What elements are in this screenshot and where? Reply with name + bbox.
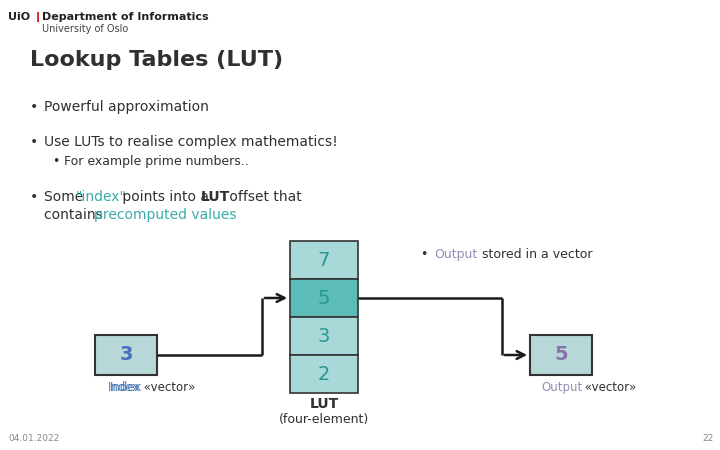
Text: points into a: points into a: [118, 190, 213, 204]
Text: LUT: LUT: [201, 190, 230, 204]
Text: contains: contains: [44, 208, 107, 222]
Bar: [290, 317, 358, 355]
Text: Powerful approximation: Powerful approximation: [44, 100, 209, 114]
Text: 3: 3: [120, 346, 132, 365]
Text: 22: 22: [703, 434, 714, 443]
Text: Department of Informatics: Department of Informatics: [42, 12, 209, 22]
Text: 7: 7: [318, 251, 330, 270]
Text: University of Oslo: University of Oslo: [42, 24, 128, 34]
Text: For example prime numbers..: For example prime numbers..: [64, 155, 248, 168]
Text: 04.01.2022: 04.01.2022: [8, 434, 59, 443]
Text: Lookup Tables (LUT): Lookup Tables (LUT): [30, 50, 283, 70]
Text: 3: 3: [318, 327, 330, 346]
Text: •: •: [30, 100, 38, 114]
Bar: [530, 335, 592, 375]
Bar: [290, 279, 358, 317]
Text: stored in a vector: stored in a vector: [478, 248, 593, 261]
Text: •: •: [52, 155, 59, 168]
Text: Use LUTs to realise complex mathematics!: Use LUTs to realise complex mathematics!: [44, 135, 338, 149]
Bar: [290, 355, 358, 393]
Text: «vector»: «vector»: [140, 381, 195, 394]
Text: Index: Index: [108, 381, 140, 394]
Text: 2: 2: [318, 364, 330, 383]
Text: Some: Some: [44, 190, 88, 204]
Bar: [95, 335, 157, 375]
Text: Output: Output: [541, 381, 582, 394]
Text: Output: Output: [434, 248, 477, 261]
Text: LUT: LUT: [310, 397, 338, 411]
Text: 5: 5: [318, 288, 330, 307]
Text: (four-element): (four-element): [279, 413, 369, 426]
Text: precomputed values: precomputed values: [94, 208, 236, 222]
Text: 5: 5: [554, 346, 568, 365]
Text: •: •: [30, 135, 38, 149]
Text: •: •: [30, 190, 38, 204]
Text: •: •: [420, 248, 428, 261]
Text: UiO: UiO: [8, 12, 30, 22]
Text: ❙: ❙: [34, 12, 42, 22]
Bar: [290, 241, 358, 279]
Text: Index: Index: [110, 381, 142, 394]
Text: offset that: offset that: [225, 190, 302, 204]
Text: "index": "index": [76, 190, 127, 204]
Text: «vector»: «vector»: [581, 381, 636, 394]
